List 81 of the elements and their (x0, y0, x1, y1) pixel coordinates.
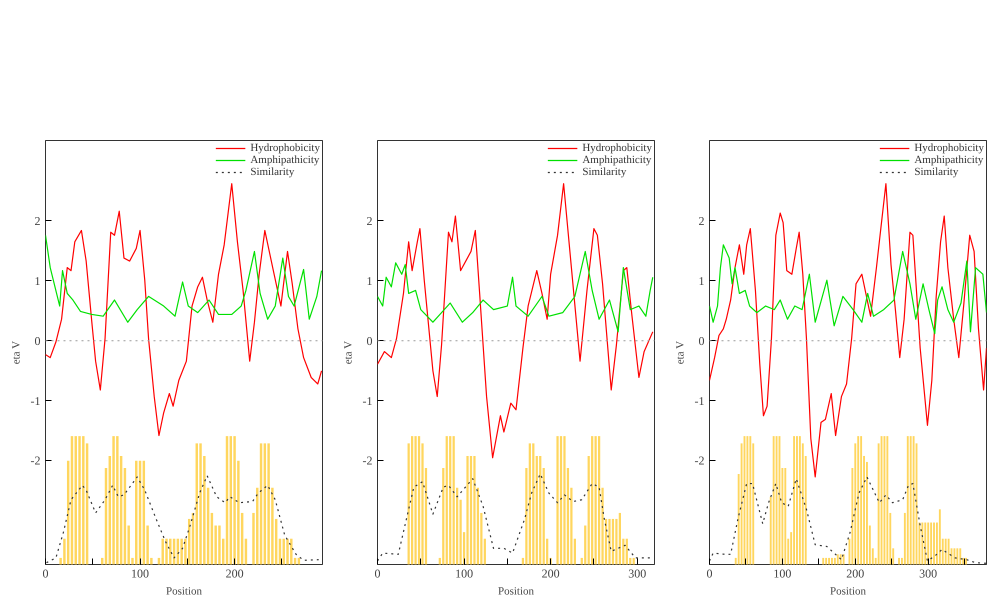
bar (74, 436, 77, 564)
line-series (378, 183, 654, 458)
bar (539, 456, 542, 564)
bar (282, 538, 285, 564)
line-series (710, 183, 986, 478)
legend-label: Amphipathicity (914, 154, 984, 166)
x-tick-label: 100 (455, 566, 474, 580)
y-tick-label: 1 (698, 274, 704, 288)
y-tick-label: 2 (366, 214, 372, 228)
bar (70, 436, 74, 564)
bar (618, 512, 621, 564)
bar (199, 443, 202, 564)
bar (230, 436, 232, 564)
bar (82, 436, 85, 564)
legend-label: Similarity (914, 166, 958, 178)
legend-label: Hydrophobicity (250, 142, 320, 154)
legend-label: Similarity (582, 166, 626, 178)
x-axis-title: Position (830, 586, 867, 598)
bar (260, 443, 262, 564)
y-tick-label: -1 (30, 394, 41, 408)
y-tick-label: 2 (698, 214, 704, 228)
x-tick-label: 200 (846, 566, 864, 580)
x-tick-label: 200 (226, 566, 244, 580)
legend-label: Similarity (250, 166, 294, 178)
bar (446, 436, 448, 564)
y-tick-label: -2 (362, 454, 373, 468)
bar (632, 558, 635, 564)
y-tick-label: 1 (366, 274, 372, 288)
line-series (378, 250, 654, 332)
bar (218, 526, 221, 564)
x-tick-label: 100 (131, 566, 150, 580)
bar (138, 460, 142, 564)
bar (135, 460, 138, 564)
y-axis-title: eta V (10, 340, 23, 364)
y-tick-label: -1 (362, 394, 373, 408)
bar (169, 538, 172, 564)
x-tick-label: 200 (542, 566, 560, 580)
y-tick-label: -1 (694, 394, 705, 408)
bar (112, 436, 115, 564)
legend-label: Hydrophobicity (582, 142, 652, 154)
bar (452, 436, 455, 564)
bar (591, 436, 594, 564)
bar (162, 538, 164, 564)
bar (411, 436, 414, 564)
y-tick-label: 1 (34, 274, 40, 288)
x-tick-label: 300 (628, 566, 646, 580)
bar (233, 436, 236, 564)
bar (532, 443, 534, 564)
line-series (46, 234, 322, 323)
x-axis-title: Position (166, 586, 203, 598)
bar (142, 460, 146, 564)
bar (172, 538, 176, 564)
bar (594, 436, 597, 564)
y-tick-label: -2 (694, 454, 705, 468)
bar (180, 538, 183, 564)
bar (528, 443, 531, 564)
y-axis-title: eta V (674, 340, 687, 364)
y-tick-label: 0 (698, 334, 704, 348)
y-tick-label: 0 (366, 334, 372, 348)
bar (78, 436, 81, 564)
y-tick-label: -2 (30, 454, 41, 468)
y-tick-label: 0 (34, 334, 40, 348)
bar (626, 538, 628, 564)
bar (116, 436, 119, 564)
x-axis-title: Position (498, 586, 535, 598)
bar (449, 436, 452, 564)
bar (196, 443, 198, 564)
y-tick-label: 2 (34, 214, 40, 228)
y-axis-title: eta V (342, 340, 355, 364)
bar (290, 538, 293, 564)
bar (298, 558, 300, 564)
bar (264, 443, 266, 564)
legend-label: Amphipathicity (250, 154, 320, 166)
bar (267, 443, 270, 564)
legend-label: Amphipathicity (582, 154, 652, 166)
line-series (710, 244, 986, 334)
x-tick-label: 100 (773, 566, 792, 580)
legend-label: Hydrophobicity (914, 142, 984, 154)
bar (176, 538, 180, 564)
x-tick-label: 300 (919, 566, 938, 580)
line-series (46, 183, 322, 436)
